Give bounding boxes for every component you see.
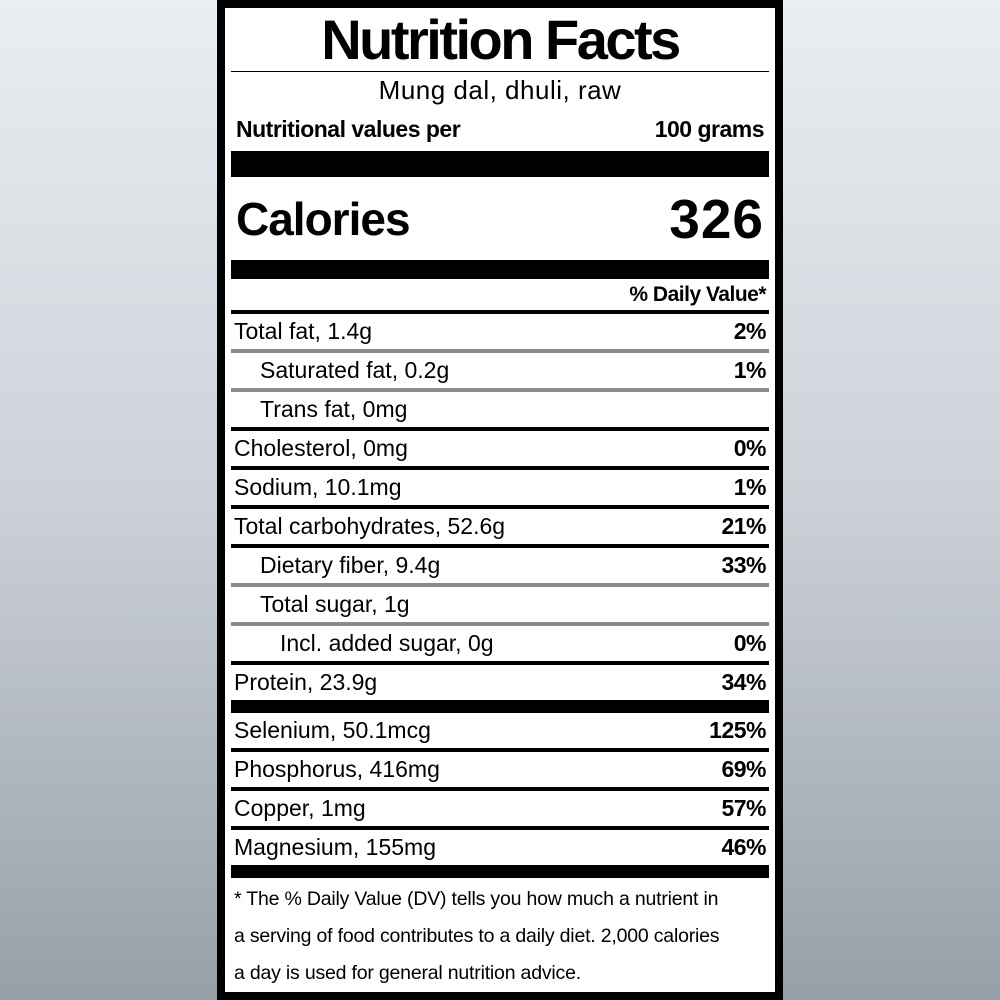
mineral-dv: 125% [709,717,766,743]
separator-bar-footnote [231,865,769,878]
calories-value: 326 [669,187,764,250]
row-divider [231,787,769,791]
product-name: Mung dal, dhuli, raw [378,75,622,105]
nutrient-name: Protein, 23.9g [234,669,378,695]
mineral-row-phosphorus: Phosphorus, 416mg 69% [231,752,769,787]
row-divider [231,466,769,470]
footnote-line-3: a day is used for general nutrition advi… [234,962,581,984]
nutrient-name: Total sugar, 1g [260,591,410,617]
nutrient-row-dietary-fiber: Dietary fiber, 9.4g 33% [231,548,769,583]
nutrient-row-total-fat: Total fat, 1.4g 2% [231,314,769,349]
nutrient-name: Sodium, 10.1mg [234,474,402,500]
mineral-name: Phosphorus, 416mg [234,756,440,782]
nutrient-name: Total fat, 1.4g [234,318,373,344]
nutrient-row-protein: Protein, 23.9g 34% [231,665,769,700]
row-divider [231,826,769,830]
nutrient-dv: 0% [733,630,767,656]
separator-bar-top [231,151,769,177]
mineral-name: Copper, 1mg [234,795,366,821]
row-divider [231,505,769,509]
mineral-dv: 57% [721,795,766,821]
nutrient-name: Trans fat, 0mg [260,396,408,422]
calories-label: Calories [236,192,411,245]
nutrient-row-sodium: Sodium, 10.1mg 1% [231,470,769,505]
nutrient-name: Dietary fiber, 9.4g [260,552,441,578]
footnote-line-1: * The % Daily Value (DV) tells you how m… [234,888,719,910]
row-divider [231,622,769,626]
nutrient-row-cholesterol: Cholesterol, 0mg 0% [231,431,769,466]
serving-row: Nutritional values per 100 grams [231,114,769,144]
row-divider [231,583,769,587]
nutrient-dv: 2% [733,318,767,344]
nutrient-dv: 0% [733,435,767,461]
nutrition-facts-label: Nutrition Facts Mung dal, dhuli, raw Nut… [217,0,783,1000]
serving-label: Nutritional values per [236,116,461,142]
serving-amount: 100 grams [654,116,765,142]
footnote-line-2: a serving of food contributes to a daily… [234,925,720,947]
separator-bar-calories [231,260,769,279]
nutrient-row-total-carbohydrates: Total carbohydrates, 52.6g 21% [231,509,769,544]
nutrient-row-saturated-fat: Saturated fat, 0.2g 1% [231,353,769,388]
nutrient-row-total-sugar: Total sugar, 1g [231,587,769,622]
mineral-name: Magnesium, 155mg [234,834,436,860]
mineral-dv: 46% [721,834,766,860]
row-divider [231,349,769,353]
mineral-row-copper: Copper, 1mg 57% [231,791,769,826]
daily-value-divider [231,310,769,314]
row-divider [231,388,769,392]
row-divider [231,748,769,752]
nutrient-row-added-sugar: Incl. added sugar, 0g 0% [231,626,769,661]
nutrient-dv: 1% [733,474,767,500]
nutrient-row-trans-fat: Trans fat, 0mg [231,392,769,427]
nutrient-dv: 34% [721,669,766,695]
nutrient-dv: 21% [721,513,766,539]
daily-value-header: % Daily Value* [629,283,766,306]
row-divider [231,661,769,665]
nutrient-dv: 33% [721,552,766,578]
separator-bar-minerals [231,700,769,713]
nutrient-dv: 1% [733,357,767,383]
footnote: * The % Daily Value (DV) tells you how m… [231,878,769,992]
row-divider [231,427,769,431]
nutrient-name: Cholesterol, 0mg [234,435,408,461]
mineral-row-magnesium: Magnesium, 155mg 46% [231,830,769,865]
mineral-dv: 69% [721,756,766,782]
nutrient-name: Saturated fat, 0.2g [260,357,450,383]
mineral-name: Selenium, 50.1mcg [234,717,431,743]
calories-row: Calories 326 [231,177,769,260]
label-title: Nutrition Facts [321,8,681,71]
mineral-row-selenium: Selenium, 50.1mcg 125% [231,713,769,748]
title-divider [231,71,769,72]
nutrient-name: Total carbohydrates, 52.6g [234,513,506,539]
nutrient-name: Incl. added sugar, 0g [280,630,494,656]
row-divider [231,544,769,548]
